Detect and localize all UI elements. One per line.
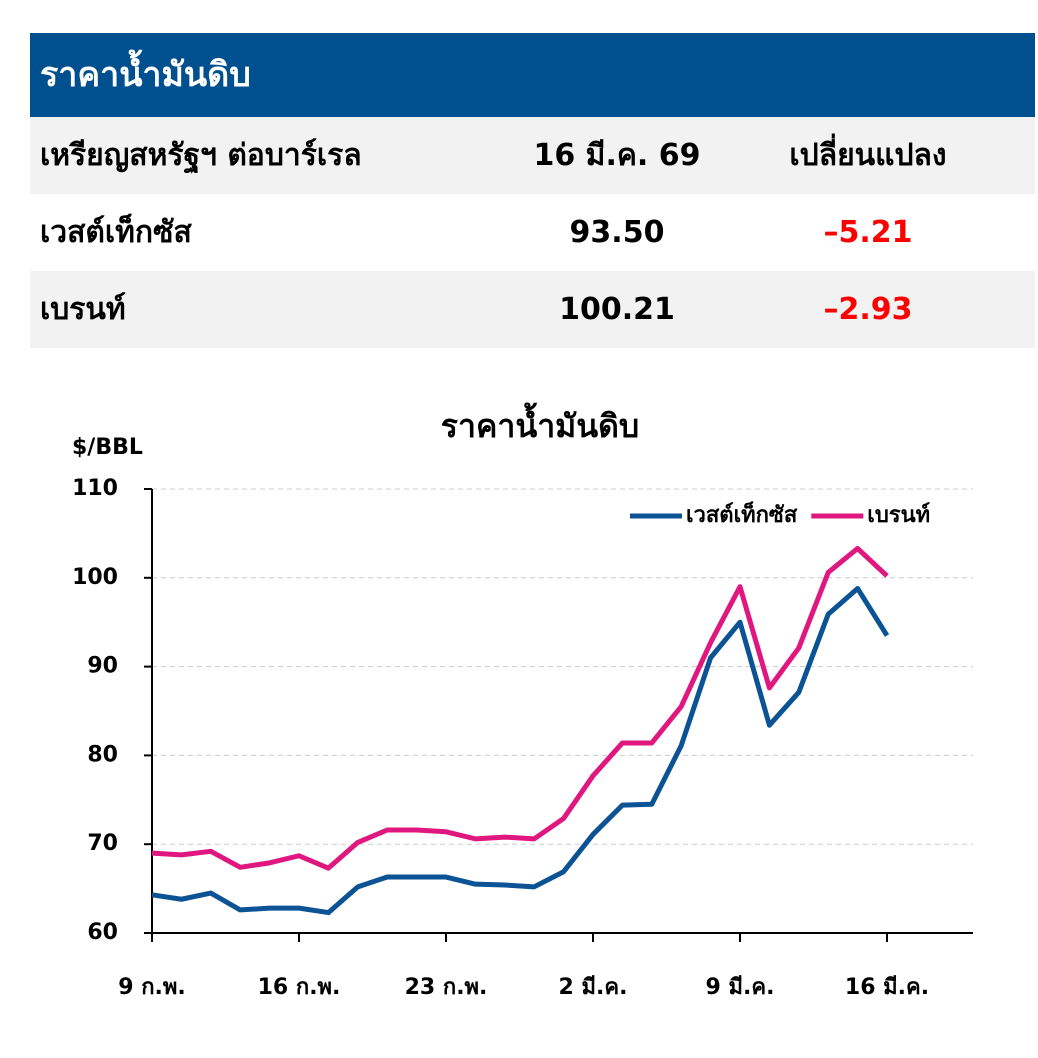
legend-label: เบรนท์ — [867, 502, 930, 528]
y-tick-label: 110 — [72, 476, 118, 501]
x-tick-label: 23 ก.พ. — [405, 975, 488, 1000]
banner-title: ราคาน้ำมันดิบ — [30, 33, 1035, 117]
y-tick-label: 80 — [87, 742, 118, 767]
table-header: เหรียญสหรัฐฯ ต่อบาร์เรล 16 มี.ค. 69 เปลี… — [30, 117, 1035, 194]
column-header: 16 มี.ค. 69 — [533, 138, 701, 173]
y-tick-label: 100 — [72, 565, 118, 590]
cell: 100.21 — [559, 292, 675, 327]
x-tick-label: 16 มี.ค. — [845, 975, 929, 1000]
cell: –5.21 — [823, 215, 913, 250]
cell: เวสต์เท็กซัส — [40, 215, 192, 250]
table-row: เวสต์เท็กซัส 93.50 –5.21 — [30, 194, 1035, 271]
cell: –2.93 — [823, 292, 913, 327]
y-axis-label: $/BBL — [72, 435, 143, 460]
y-tick-label: 60 — [87, 920, 118, 945]
x-tick-label: 16 ก.พ. — [258, 975, 341, 1000]
table-row: เบรนท์ 100.21 –2.93 — [30, 271, 1035, 348]
cell: เบรนท์ — [40, 292, 126, 327]
column-header: เหรียญสหรัฐฯ ต่อบาร์เรล — [40, 138, 362, 173]
y-tick-label: 90 — [87, 654, 118, 679]
x-tick-label: 2 มี.ค. — [559, 975, 628, 1000]
series-line — [151, 545, 889, 871]
chart-title: ราคาน้ำมันดิบ — [441, 402, 639, 445]
column-header: เปลี่ยนแปลง — [789, 138, 947, 173]
cell: 93.50 — [569, 215, 665, 250]
series-line — [151, 585, 890, 916]
y-tick-label: 70 — [87, 831, 118, 856]
x-tick-label: 9 มี.ค. — [706, 975, 775, 1000]
legend-label: เวสต์เท็กซัส — [686, 500, 798, 528]
x-tick-label: 9 ก.พ. — [118, 975, 186, 1000]
